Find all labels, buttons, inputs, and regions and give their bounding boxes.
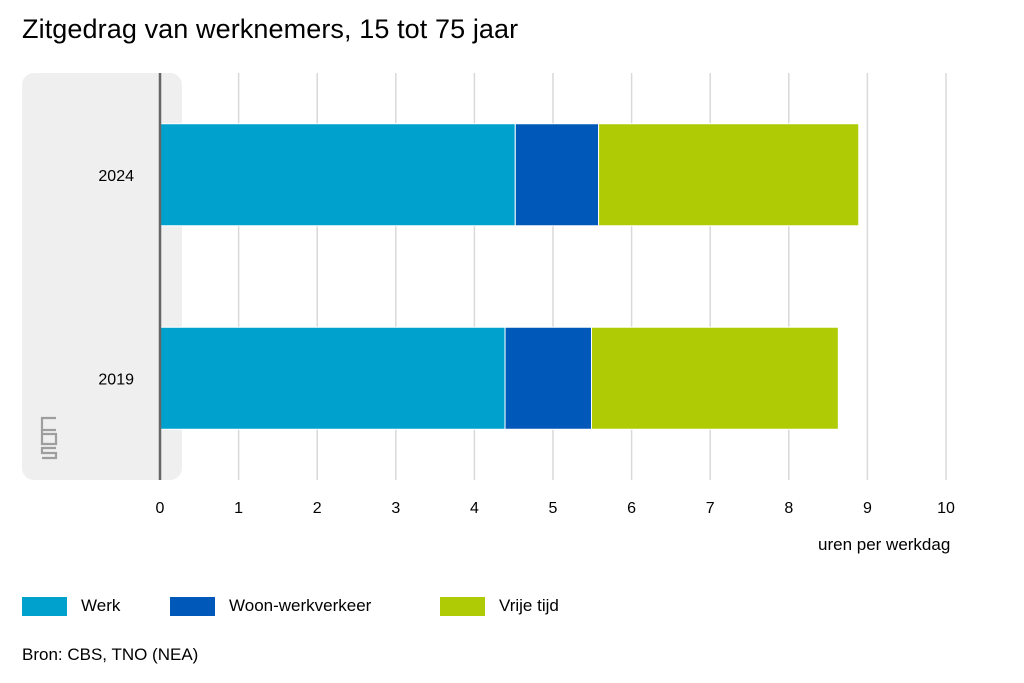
x-tick-label-9: 9 [863,500,872,517]
legend-swatch-werk [22,596,67,616]
legend-item-werk: Werk [22,596,170,616]
x-tick-label-10: 10 [937,500,955,517]
legend-item-woon-werkverkeer: Woon-werkverkeer [170,596,440,616]
x-tick-label-6: 6 [627,500,636,517]
bar-2019-werk [159,326,506,430]
x-tick-label-5: 5 [549,500,558,517]
x-tick-label-3: 3 [391,500,400,517]
cbs-logo-icon [40,416,58,460]
category-labels: 2024 2019 [98,168,134,389]
category-label-2019: 2019 [98,371,134,388]
bars [159,123,860,430]
legend-label-werk: Werk [81,596,121,615]
x-axis-label: uren per werkdag [818,535,951,554]
x-tick-labels: 0 1 2 3 4 5 6 7 8 9 10 [156,500,955,517]
x-tick-label-2: 2 [313,500,322,517]
legend-item-vrije-tijd: Vrije tijd [440,596,559,616]
x-tick-label-8: 8 [784,500,793,517]
category-label-panel [22,73,182,480]
category-label-2024: 2024 [98,168,134,185]
legend: Werk Woon-werkverkeer Vrije tijd [22,596,559,616]
legend-label-vrije-tijd: Vrije tijd [499,596,559,615]
legend-swatch-vrije-tijd [440,596,485,616]
bar-2024-woon-werkverkeer [514,123,600,227]
source-note: Bron: CBS, TNO (NEA) [22,645,199,664]
x-tick-label-4: 4 [470,500,479,517]
legend-label-woon-werkverkeer: Woon-werkverkeer [229,596,372,615]
bar-2019-vrije-tijd [591,326,839,430]
bar-2024-werk [159,123,516,227]
x-tick-label-0: 0 [156,500,165,517]
x-tick-label-7: 7 [706,500,715,517]
bar-2019-woon-werkverkeer [504,326,593,430]
bar-2024-vrije-tijd [598,123,860,227]
chart-title: Zitgedrag van werknemers, 15 tot 75 jaar [22,14,519,44]
legend-swatch-woon-werkverkeer [170,596,215,616]
x-tick-label-1: 1 [234,500,243,517]
